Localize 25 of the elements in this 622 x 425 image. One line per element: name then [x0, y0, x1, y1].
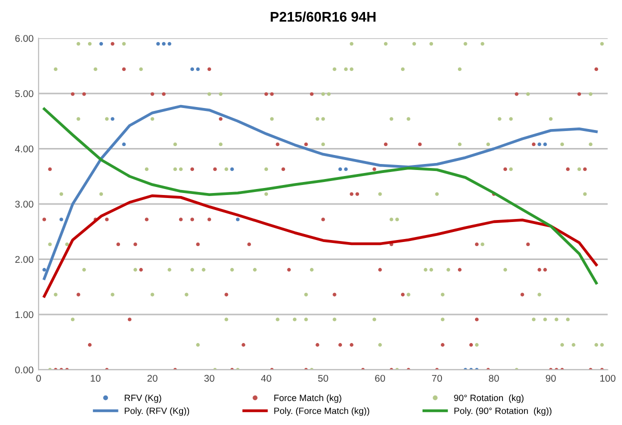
y-tick-label: 6.00	[15, 34, 34, 42]
x-tick-label: 80	[488, 374, 499, 382]
legend-label: Force Match (kg)	[274, 394, 342, 403]
chart-title: P215/60R16 94H	[270, 12, 376, 22]
x-tick-label: 60	[375, 374, 386, 382]
y-tick-label: 0.00	[15, 366, 34, 374]
legend-label: RFV (Kg)	[124, 394, 162, 403]
y-tick-label: 1.00	[16, 311, 34, 318]
legend-label: 90° Rotation (kg)	[454, 394, 524, 403]
x-tick-label: 10	[90, 374, 101, 382]
x-tick-label: 20	[147, 374, 158, 382]
x-tick-label: 100	[600, 374, 616, 382]
legend-label: Poly. (90° Rotation (kg))	[454, 407, 552, 416]
x-tick-label: 40	[261, 374, 272, 382]
x-tick-label: 0	[36, 374, 41, 382]
y-tick-label: 2.00	[15, 256, 34, 263]
x-tick-label: 70	[432, 374, 442, 382]
legend-label: Poly. (RFV (Kg))	[124, 407, 190, 416]
y-tick-label: 4.00	[15, 145, 34, 152]
legend-label: Poly. (Force Match (kg))	[274, 407, 370, 416]
x-tick-label: 30	[204, 374, 214, 382]
x-tick-label: 90	[546, 374, 556, 382]
y-tick-label: 5.00	[15, 90, 34, 98]
x-tick-label: 50	[318, 374, 328, 382]
y-tick-label: 3.00	[15, 200, 34, 208]
